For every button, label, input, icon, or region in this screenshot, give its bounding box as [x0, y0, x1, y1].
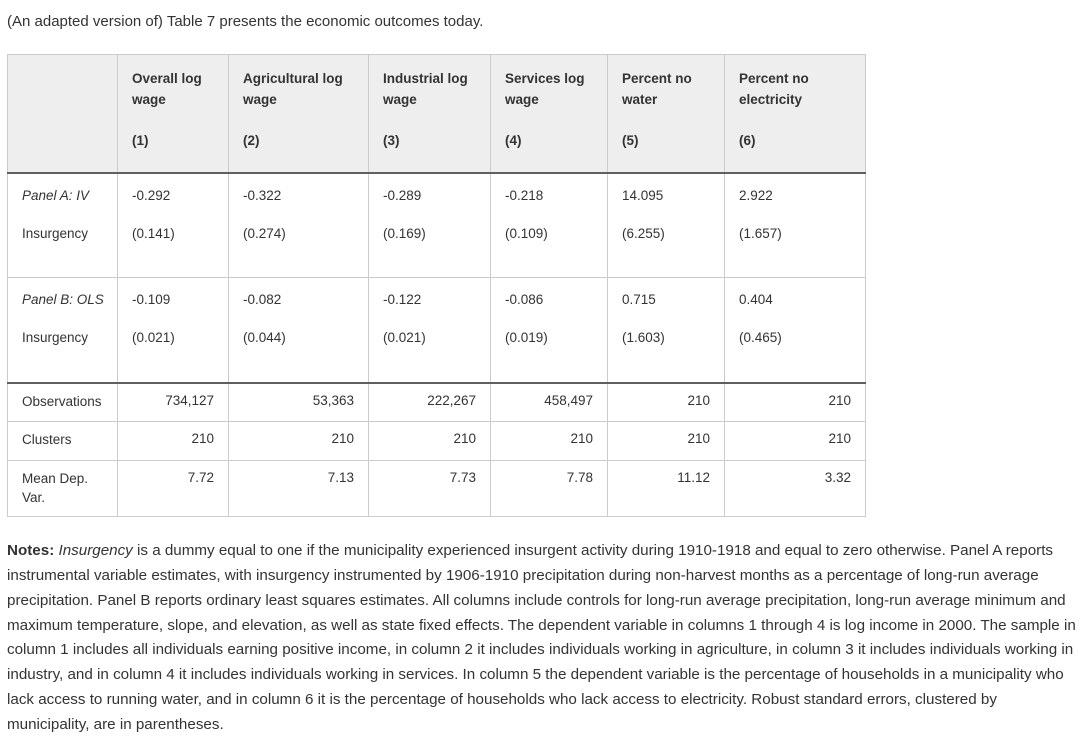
panel-label-cell: Panel B: OLS Insurgency [8, 278, 118, 383]
stat-label: Mean Dep. Var. [22, 471, 89, 505]
coefficient-value: -0.289 [383, 187, 422, 203]
coefficient-cell: -0.109 (0.021) [117, 277, 229, 383]
stat-row: Observations 734,127 53,363 222,267 458,497 2… [7, 382, 866, 422]
coefficient-value: 0.404 [739, 292, 773, 308]
stat-value: 11.12 [607, 460, 725, 517]
column-title: Percent no electricity [739, 71, 809, 107]
coefficient-value: -0.086 [505, 292, 544, 308]
corner-cell [7, 54, 118, 173]
coefficient-value: -0.322 [243, 187, 282, 203]
stat-value: 210 [724, 382, 866, 422]
coefficient-cell: 0.715 (1.603) [607, 277, 725, 383]
coefficient-cell: -0.292 (0.141) [117, 172, 229, 278]
column-title: Agricultural log wage [243, 71, 343, 107]
stat-value: 7.78 [490, 460, 608, 517]
stat-label: Observations [22, 393, 102, 409]
coefficient-cell: -0.218 (0.109) [490, 172, 608, 278]
stat-value: 210 [607, 421, 725, 461]
notes-segment: Notes: [7, 541, 59, 559]
standard-error: (0.141) [132, 225, 175, 241]
coefficient-cell: -0.082 (0.044) [228, 277, 369, 383]
standard-error: (0.109) [505, 225, 548, 241]
coefficient-value: -0.218 [505, 187, 544, 203]
table-notes: Notes: Insurgency is a dummy equal to on… [7, 539, 1079, 738]
stat-label: Clusters [22, 432, 72, 448]
stat-value: 7.73 [368, 460, 491, 517]
standard-error: (0.044) [243, 330, 286, 346]
panel-row: Panel B: OLS Insurgency -0.109 (0.021) -0.08… [7, 277, 866, 383]
column-header: Percent no electricity (6) [724, 54, 866, 173]
standard-error: (0.465) [739, 330, 782, 346]
results-table: Overall log wage (1) Agricultural log wage… [7, 54, 866, 517]
standard-error: (0.021) [132, 330, 175, 346]
intro-sentence: (An adapted version of) Table 7 presents… [7, 13, 484, 30]
standard-error: (0.019) [505, 330, 548, 346]
stat-value: 7.72 [117, 460, 229, 517]
column-title: Percent no water [622, 71, 692, 107]
column-header: Services log wage (4) [490, 54, 608, 173]
column-header: Overall log wage (1) [117, 54, 229, 173]
stat-row: Clusters 210 210 210 210 210 210 [7, 421, 866, 461]
coefficient-value: -0.109 [132, 292, 171, 308]
column-header: Percent no water (5) [607, 54, 725, 173]
coefficient-cell: -0.122 (0.021) [368, 277, 491, 383]
variable-name: Insurgency [22, 330, 89, 346]
stat-value: 458,497 [490, 382, 608, 422]
stat-value: 210 [368, 421, 491, 461]
table-header: Overall log wage (1) Agricultural log wage… [7, 54, 866, 173]
column-number: (4) [505, 132, 522, 148]
coefficient-value: 2.922 [739, 187, 773, 203]
column-header: Agricultural log wage (2) [228, 54, 369, 173]
stat-value: 53,363 [228, 382, 369, 422]
stat-value: 210 [490, 421, 608, 461]
coefficient-value: 0.715 [622, 292, 656, 308]
stat-value: 7.13 [228, 460, 369, 517]
standard-error: (0.169) [383, 225, 426, 241]
stat-value: 734,127 [117, 382, 229, 422]
coefficient-cell: 2.922 (1.657) [724, 172, 866, 278]
column-number: (1) [132, 132, 149, 148]
variable-name: Insurgency [22, 225, 89, 241]
standard-error: (6.255) [622, 225, 665, 241]
coefficient-value: -0.122 [383, 292, 422, 308]
panel-name: Panel B: OLS [22, 292, 104, 308]
stat-value: 210 [724, 421, 866, 461]
standard-error: (0.274) [243, 225, 286, 241]
coefficient-cell: -0.322 (0.274) [228, 172, 369, 278]
panel-label-cell: Panel A: IV Insurgency [8, 173, 118, 278]
column-title: Services log wage [505, 71, 585, 107]
coefficient-cell: 0.404 (0.465) [724, 277, 866, 383]
coefficient-value: 14.095 [622, 187, 664, 203]
stat-value: 210 [117, 421, 229, 461]
stat-value: 210 [228, 421, 369, 461]
panel-row: Panel A: IV Insurgency -0.292 (0.141) -0.322… [7, 172, 866, 278]
coefficient-value: -0.292 [132, 187, 171, 203]
coefficient-cell: -0.289 (0.169) [368, 172, 491, 278]
stat-value: 210 [607, 382, 725, 422]
column-title: Overall log wage [132, 71, 202, 107]
column-title: Industrial log wage [383, 71, 468, 107]
standard-error: (1.603) [622, 330, 665, 346]
column-number: (2) [243, 132, 260, 148]
standard-error: (1.657) [739, 225, 782, 241]
table-body: Panel A: IV Insurgency -0.292 (0.141) -0.322… [7, 172, 866, 517]
coefficient-value: -0.082 [243, 292, 282, 308]
notes-segment: Insurgency [58, 541, 133, 559]
column-header: Industrial log wage (3) [368, 54, 491, 173]
column-number: (3) [383, 132, 400, 148]
stat-value: 3.32 [724, 460, 866, 517]
standard-error: (0.021) [383, 330, 426, 346]
stat-value: 222,267 [368, 382, 491, 422]
stat-row: Mean Dep. Var. 7.72 7.13 7.73 7.78 11.12 3.32 [8, 460, 866, 517]
column-number: (5) [622, 132, 639, 148]
notes-segment: is a dummy equal to one if the municipal… [7, 541, 1076, 734]
header-row: Overall log wage (1) Agricultural log wage… [7, 54, 866, 173]
column-number: (6) [739, 132, 756, 148]
panel-name: Panel A: IV [22, 187, 90, 203]
coefficient-cell: -0.086 (0.019) [490, 277, 608, 383]
coefficient-cell: 14.095 (6.255) [607, 172, 725, 278]
